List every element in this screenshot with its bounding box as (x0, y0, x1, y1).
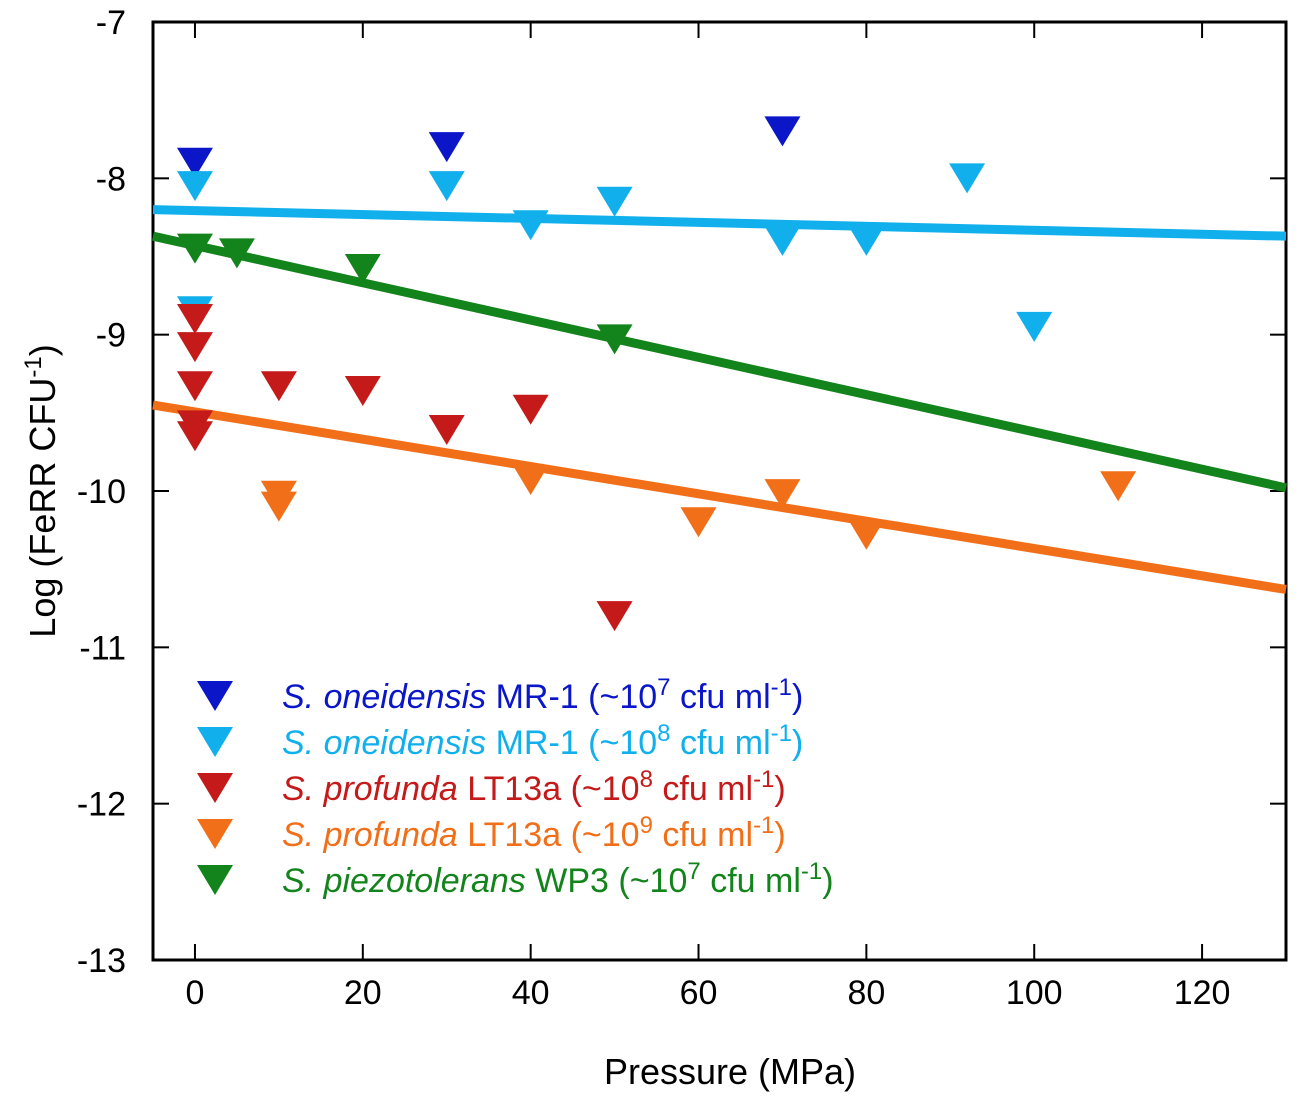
point-wp3-1e7 (218, 238, 255, 269)
legend: S. oneidensis MR-1 (~107 cfu ml-1)S. one… (197, 674, 834, 900)
point-mr1-1e8 (428, 171, 465, 202)
point-mr1-1e8 (848, 225, 885, 256)
point-lt13a-1e8 (176, 371, 213, 402)
point-mr1-1e8 (949, 163, 986, 194)
y-axis-title: Log (FeRR CFU-1) (20, 344, 63, 637)
legend-marker-wp3-1e7 (197, 865, 233, 895)
point-lt13a-1e8 (260, 371, 297, 402)
axis-ticks: 0 20 40 60 80 100 120 -7 -8 -9 -10 -11 -12 -13 (77, 4, 1286, 1012)
x-tick-label: 80 (847, 974, 885, 1012)
point-lt13a-1e9 (512, 465, 549, 496)
point-mr1-1e7 (764, 116, 801, 147)
point-mr1-1e7 (176, 147, 213, 178)
point-lt13a-1e9 (1100, 471, 1137, 502)
y-tick-label: -10 (77, 473, 126, 511)
legend-marker-lt13a-1e8 (197, 773, 233, 803)
point-lt13a-1e9 (764, 479, 801, 510)
y-tick-label: -12 (77, 786, 126, 824)
point-lt13a-1e8 (176, 304, 213, 335)
point-mr1-1e8 (512, 210, 549, 241)
point-mr1-1e8 (764, 225, 801, 256)
x-tick-label: 40 (512, 974, 550, 1012)
point-mr1-1e8 (1016, 311, 1053, 342)
legend-label-mr1-1e8: S. oneidensis MR-1 (~108 cfu ml-1) (282, 720, 803, 762)
point-lt13a-1e8 (344, 375, 381, 406)
point-mr1-1e7 (428, 132, 465, 163)
y-tick-label: -9 (96, 317, 126, 355)
legend-marker-mr1-1e8 (197, 727, 233, 757)
x-tick-label: 20 (344, 974, 382, 1012)
y-tick-label: -13 (77, 942, 126, 980)
point-lt13a-1e8 (428, 415, 465, 446)
x-tick-label: 120 (1174, 974, 1231, 1012)
point-wp3-1e7 (596, 324, 633, 355)
point-lt13a-1e9 (848, 519, 885, 550)
point-lt13a-1e8 (512, 394, 549, 425)
x-tick-label: 100 (1006, 974, 1063, 1012)
legend-marker-lt13a-1e9 (197, 819, 233, 849)
legend-label-lt13a-1e8: S. profunda LT13a (~108 cfu ml-1) (282, 766, 786, 808)
point-lt13a-1e8 (176, 332, 213, 363)
data-points (176, 116, 1137, 632)
point-lt13a-1e9 (680, 507, 717, 538)
fit-line-wp3-1e7 (152, 231, 1287, 493)
x-tick-label: 60 (680, 974, 718, 1012)
y-tick-label: -11 (79, 629, 126, 667)
legend-label-lt13a-1e9: S. profunda LT13a (~109 cfu ml-1) (282, 812, 786, 854)
legend-marker-mr1-1e7 (197, 681, 233, 711)
fit-line-lt13a-1e9 (152, 400, 1287, 594)
point-lt13a-1e8 (176, 421, 213, 452)
point-lt13a-1e9 (260, 491, 297, 522)
point-lt13a-1e8 (596, 601, 633, 632)
fit-lines (152, 205, 1287, 594)
y-tick-label: -7 (96, 4, 126, 42)
point-mr1-1e8 (596, 186, 633, 217)
x-axis-title: Pressure (MPa) (604, 1051, 856, 1092)
y-tick-label: -8 (96, 160, 126, 198)
point-wp3-1e7 (344, 254, 381, 285)
fit-line-mr1-1e8 (152, 205, 1287, 241)
x-tick-label: 0 (186, 974, 205, 1012)
legend-label-wp3-1e7: S. piezotolerans WP3 (~107 cfu ml-1) (282, 858, 834, 900)
point-wp3-1e7 (176, 233, 213, 264)
point-mr1-1e8 (176, 171, 213, 202)
legend-label-mr1-1e7: S. oneidensis MR-1 (~107 cfu ml-1) (282, 674, 803, 716)
